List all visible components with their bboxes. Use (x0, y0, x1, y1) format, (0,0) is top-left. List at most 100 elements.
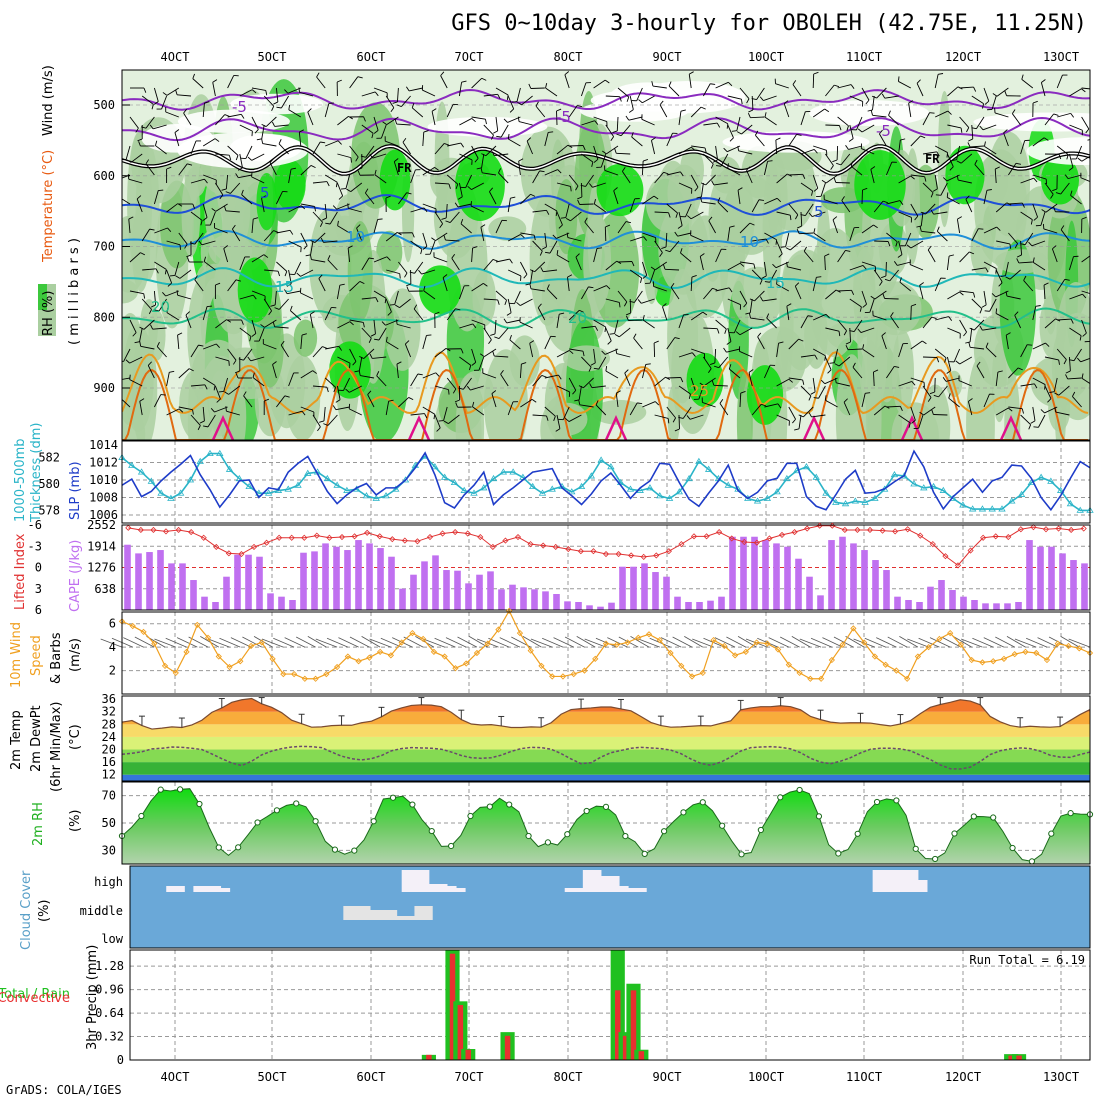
wind-barb-flag (984, 310, 990, 312)
rh-marker (486, 803, 493, 810)
wind-barb (788, 173, 803, 176)
wind-barb (825, 174, 838, 184)
li-marker (602, 550, 610, 558)
label-lifted-index: Lifted Index (13, 533, 28, 610)
wind-speed-marker (839, 641, 846, 648)
wind-barb-flag (1053, 113, 1059, 116)
wind-barb (836, 382, 850, 387)
wind-speed-marker (753, 639, 760, 646)
wind-barb-flag (336, 79, 342, 83)
wind-speed-marker (172, 669, 179, 677)
wind-barb (442, 277, 448, 292)
wind-barb (910, 377, 925, 383)
slp-tick-label: 1006 (89, 508, 118, 522)
wind-barb (1008, 163, 1017, 176)
wind-barb (434, 211, 444, 224)
wind-barb (373, 256, 388, 263)
wind-barb-flag (506, 312, 512, 316)
wind-barb (286, 290, 301, 295)
wind-barb-flag (260, 324, 265, 328)
rh-marker (738, 851, 745, 858)
wind-barb (535, 105, 546, 118)
wind-barb (529, 343, 534, 358)
wind-barb-flag (803, 246, 808, 252)
cape-bar (1015, 602, 1022, 610)
wind-barb (665, 232, 668, 248)
wind-barb-flag (726, 123, 729, 129)
wind-barb-flag (933, 394, 939, 398)
wind-barb-flag (225, 191, 231, 194)
wind-barb-flag (497, 299, 500, 305)
wind-barb (616, 116, 619, 132)
wind-barb-flag (616, 133, 622, 137)
wind-barb (682, 406, 692, 419)
wind-barb-flag (559, 312, 565, 315)
rh-marker (351, 847, 358, 854)
wind-barb (273, 637, 295, 648)
wind-barb (276, 229, 291, 234)
wind-barb-flag (224, 205, 227, 211)
wind-barb-flag (491, 151, 495, 156)
li-marker (175, 526, 182, 534)
cape-bar (344, 550, 351, 610)
wind-barb-flag (857, 128, 863, 133)
cloud-cell (423, 906, 433, 920)
wind-barb (549, 240, 558, 254)
wind-barb (960, 153, 973, 164)
wind-barb (982, 124, 997, 131)
wind-barb (726, 636, 747, 648)
cape-bar (949, 590, 956, 610)
wind-barb (134, 636, 155, 648)
wind-barb (739, 350, 753, 358)
wind-barb (445, 203, 448, 218)
rh-marker (873, 798, 881, 806)
wind-barb-flag (1003, 129, 1008, 134)
wind-speed-marker (215, 653, 222, 660)
wind-barb (200, 636, 220, 648)
wind-barb (1056, 145, 1069, 155)
wind-barb-flag (633, 333, 637, 339)
wind-barb-flag (1060, 225, 1065, 230)
wind-barb-flag (1035, 305, 1041, 307)
wind-barb-flag (594, 326, 599, 331)
wind-barb-flag (175, 89, 178, 95)
wind-barb-flag (985, 267, 989, 273)
wind-barb-flag (155, 268, 159, 274)
wind-barb (1068, 356, 1071, 371)
wind-barb (422, 166, 435, 176)
label-temperature: Temperature (°C) (41, 150, 56, 263)
wind-speed-marker (161, 662, 169, 670)
wind-barb-flag (122, 392, 123, 394)
rh-marker (1067, 810, 1074, 817)
wind-barb (556, 385, 570, 393)
cape-bar (278, 596, 285, 610)
wind-barb-flag (1070, 113, 1075, 118)
wind-barb-flag (1043, 137, 1049, 141)
wind-barb-flag (394, 119, 398, 125)
wind-barb (349, 636, 370, 648)
wind-speed-marker (1000, 655, 1008, 662)
rh-marker (544, 839, 552, 846)
rh-area (122, 788, 1090, 864)
cape-bar (399, 588, 406, 610)
wind-barb (841, 200, 851, 213)
cape-bar (421, 561, 428, 610)
wind-barb (971, 228, 979, 242)
wind-barb (166, 87, 180, 96)
cape-bar (135, 553, 142, 610)
wind-barb (1081, 87, 1090, 90)
wind-barb-flag (1085, 128, 1090, 134)
series-marker (1056, 486, 1065, 493)
wind-barb-flag (388, 399, 394, 402)
wind-barb (718, 356, 729, 369)
label-2m-temp: 2m Temp (9, 710, 24, 770)
wind-barb-flag (556, 249, 559, 256)
wind-barb (615, 393, 619, 408)
wind-barb-flag (846, 125, 849, 131)
wind-barb (372, 153, 387, 159)
wind-barb (825, 399, 838, 408)
wind-barb-flag (642, 159, 649, 162)
wind-barb (861, 148, 875, 155)
wind-barb-flag (1032, 257, 1035, 263)
